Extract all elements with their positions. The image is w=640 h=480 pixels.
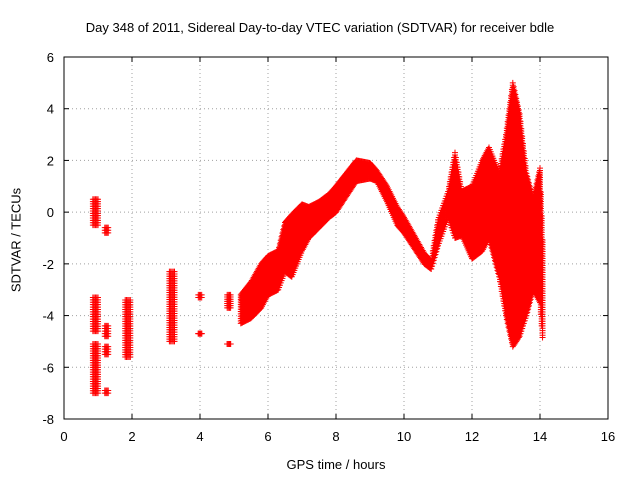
data-point [105, 224, 112, 231]
data-point [105, 387, 112, 394]
data-point [105, 343, 112, 350]
data-point [227, 341, 234, 348]
data-points-layer [89, 79, 546, 397]
data-point [95, 294, 101, 301]
data-point [171, 268, 178, 275]
data-point [105, 322, 112, 329]
data-point [227, 291, 234, 298]
data-point [198, 330, 205, 337]
data-point [95, 341, 101, 348]
data-point [95, 196, 101, 203]
data-point [198, 291, 205, 298]
data-point [127, 297, 134, 304]
